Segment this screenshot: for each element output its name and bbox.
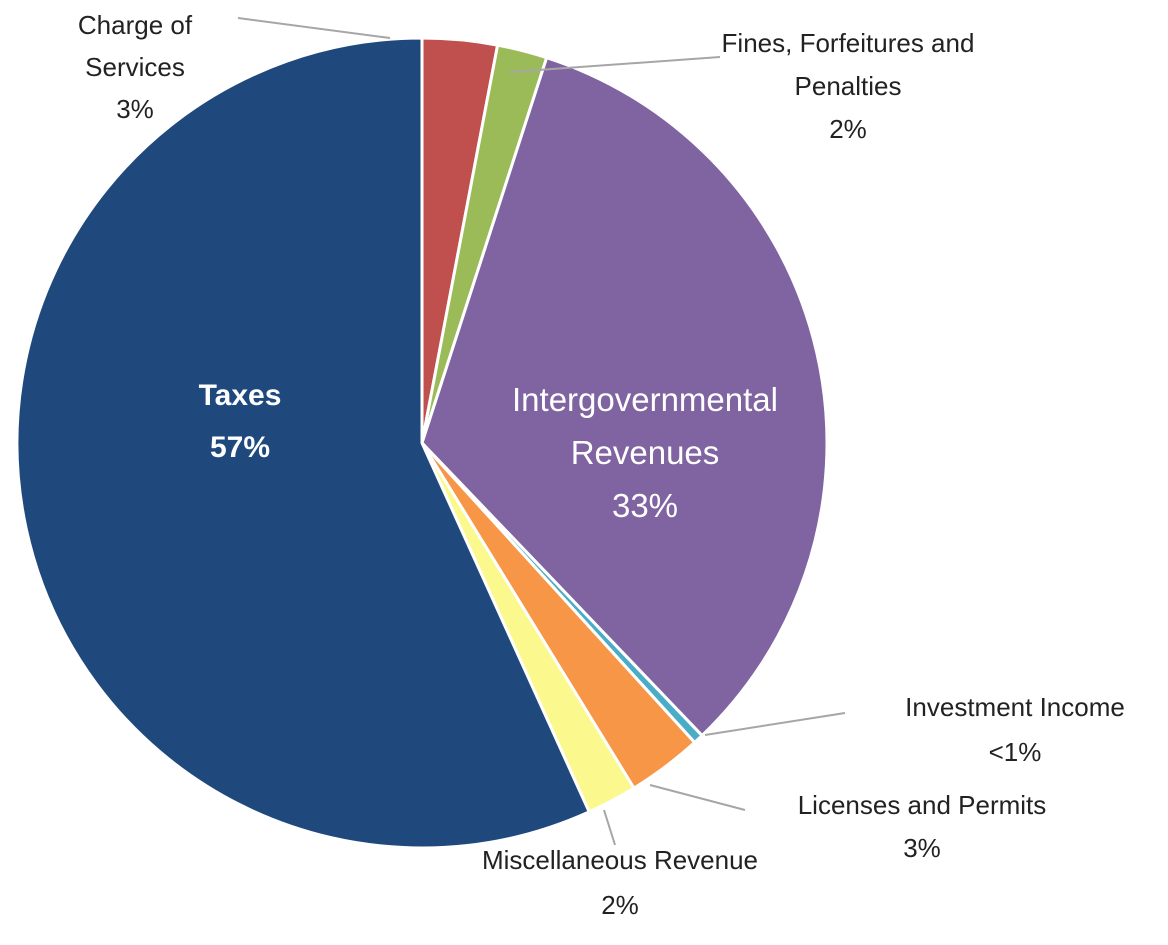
slice-label: Intergovernmental Revenues 33% [465, 373, 825, 532]
slice-label: Taxes 57% [140, 370, 340, 474]
leader-line [649, 784, 746, 811]
value-label: <1% [988, 737, 1042, 767]
slice [15, 36, 591, 850]
value-label: 2% [601, 890, 639, 920]
category-name: Miscellaneous Revenue [481, 845, 759, 875]
category-name: Taxes [198, 379, 282, 412]
slices [15, 36, 829, 850]
slice-label: Fines, Forfeitures and Penalties 2% [698, 22, 998, 151]
value-label: 57% [209, 431, 271, 464]
value-label: 3% [116, 94, 154, 124]
category-name: Fines, Forfeitures and Penalties [721, 28, 975, 101]
slice-label: Licenses and Permits 3% [752, 784, 1092, 870]
leader-lines [237, 17, 846, 846]
value-label: 2% [829, 114, 867, 144]
value-label: 33% [611, 487, 679, 524]
category-name: Intergovernmental Revenues [512, 381, 778, 471]
leader-line [704, 712, 846, 736]
slice-label: Investment Income <1% [855, 685, 1168, 775]
slice-label: Miscellaneous Revenue 2% [430, 838, 810, 928]
leader-line [509, 56, 721, 73]
category-name: Investment Income [905, 692, 1125, 722]
slice [420, 56, 829, 738]
slice-label: Charge of Services 3% [50, 4, 220, 130]
category-name: Licenses and Permits [797, 790, 1047, 820]
value-label: 3% [903, 833, 941, 863]
category-name: Charge of Services [77, 10, 193, 82]
leader-line [237, 17, 391, 39]
leader-line [603, 809, 616, 846]
